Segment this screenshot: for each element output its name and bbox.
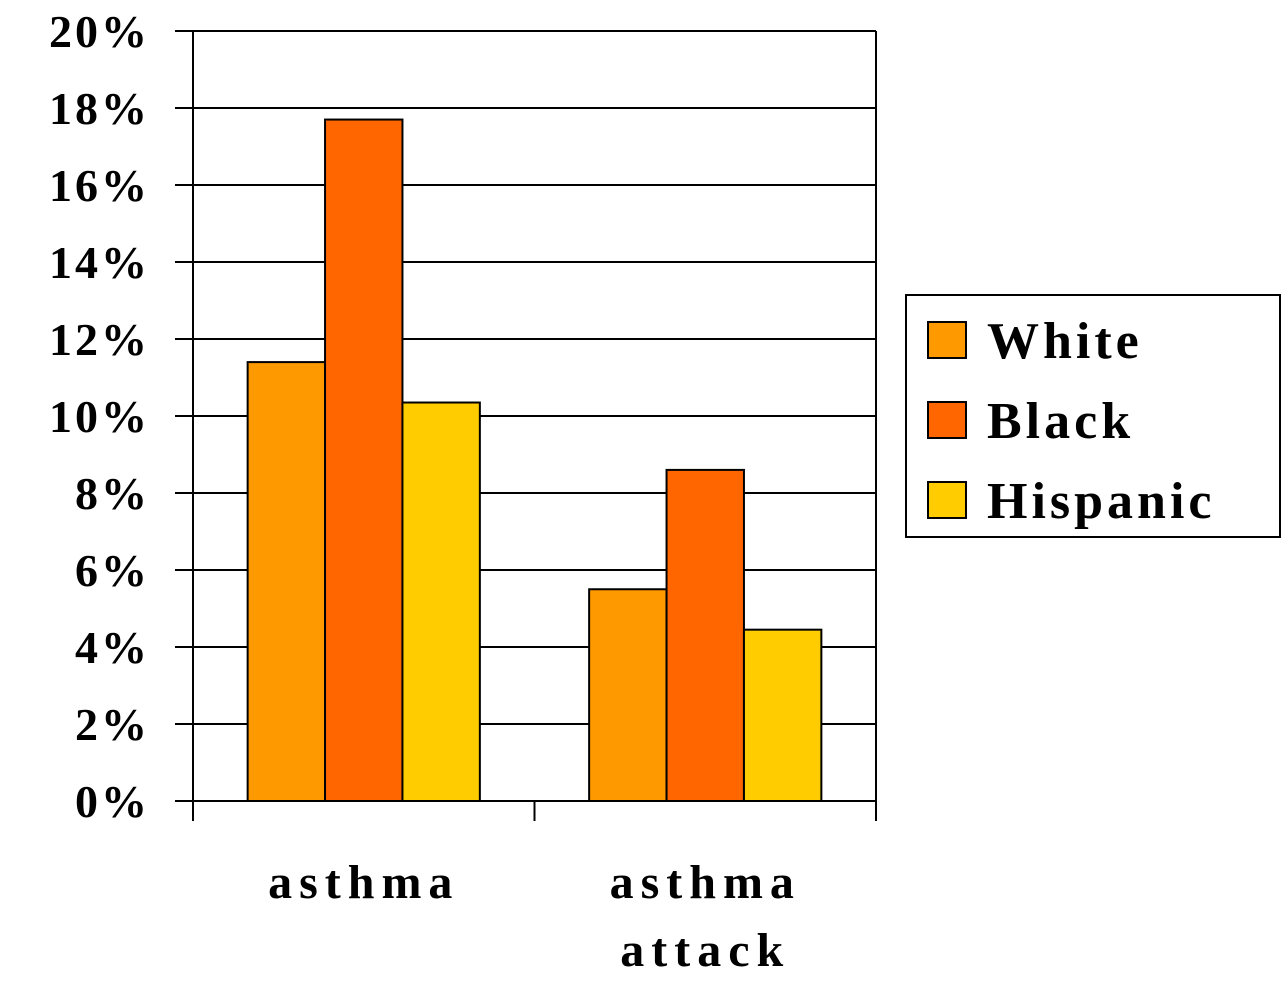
y-tick-labels: 0% 2% 4% 6% 8% 10% 12% 14% 16% 18% 20% — [49, 6, 150, 827]
y-tick-label: 2% — [75, 699, 150, 750]
legend-label-hispanic: Hispanic — [987, 473, 1216, 530]
y-tick-label: 10% — [49, 391, 150, 442]
x-category-label: asthma — [268, 856, 459, 909]
y-tick-label: 20% — [49, 6, 150, 57]
legend-swatch-hispanic — [927, 481, 967, 519]
y-tick-label: 0% — [75, 776, 150, 827]
x-category-labels: asthma asthma attack — [268, 856, 801, 977]
y-tick-label: 6% — [75, 545, 150, 596]
legend-swatch-white — [927, 321, 967, 359]
bar-hispanic-1 — [742, 628, 823, 802]
legend-swatch-black — [927, 401, 967, 439]
bar-hispanic-0 — [401, 401, 481, 802]
y-tick-label: 4% — [75, 622, 150, 673]
legend-box — [905, 294, 1281, 538]
y-tick-label: 12% — [49, 314, 150, 365]
x-category-label: asthma — [610, 856, 801, 909]
legend-label-black: Black — [987, 393, 1134, 450]
legend-label-white: White — [987, 313, 1143, 370]
y-tick-label: 18% — [49, 83, 150, 134]
bar-black-0 — [324, 118, 404, 803]
x-category-label: attack — [620, 924, 790, 976]
axes — [175, 30, 877, 821]
bar-white-0 — [246, 361, 327, 802]
bar-white-1 — [588, 588, 668, 802]
legend: White Black Hispanic — [905, 294, 1281, 538]
bar-black-1 — [665, 468, 745, 802]
y-tick-label: 16% — [49, 160, 150, 211]
bars — [246, 118, 823, 803]
y-tick-label: 8% — [75, 468, 150, 519]
y-tick-label: 14% — [49, 237, 150, 288]
